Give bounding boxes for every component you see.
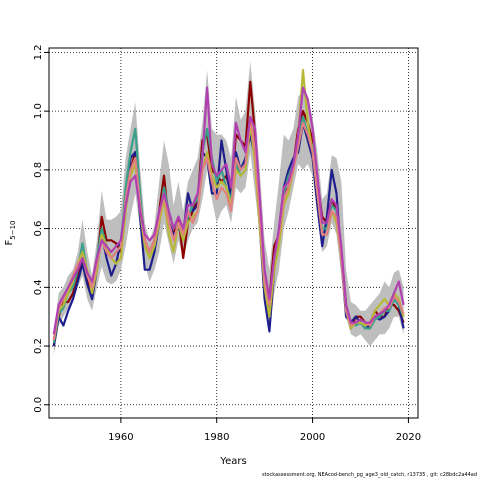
y-tick-label: 1.2 xyxy=(33,44,44,60)
y-axis-title-subscript: 5−10 xyxy=(9,221,17,240)
y-tick-label: 0.0 xyxy=(33,397,44,413)
x-tick-label: 2020 xyxy=(396,432,421,443)
y-tick-label: 0.6 xyxy=(33,221,44,237)
y-axis-title: F5−10 xyxy=(4,221,17,246)
y-tick-label: 0.4 xyxy=(33,279,44,295)
y-tick-label: 0.2 xyxy=(33,338,44,354)
series-lines xyxy=(52,68,405,347)
x-axis: 1960 1980 2000 2020 xyxy=(108,418,421,443)
x-tick-label: 2000 xyxy=(300,432,325,443)
confidence-band xyxy=(53,61,404,355)
y-axis: 0.0 0.2 0.4 0.6 0.8 1.0 1.2 xyxy=(33,44,49,413)
y-tick-label: 0.8 xyxy=(33,162,44,178)
x-tick-label: 1980 xyxy=(204,432,229,443)
y-axis-title-main: F xyxy=(4,240,15,246)
x-tick-label: 1960 xyxy=(108,432,133,443)
y-tick-label: 1.0 xyxy=(33,103,44,119)
series-line-6 xyxy=(52,86,405,335)
footer-note: stockassessment.org, NEAcod-bench_pg_age… xyxy=(261,472,477,478)
x-axis-title: Years xyxy=(219,456,246,467)
plot-frame xyxy=(48,47,419,419)
